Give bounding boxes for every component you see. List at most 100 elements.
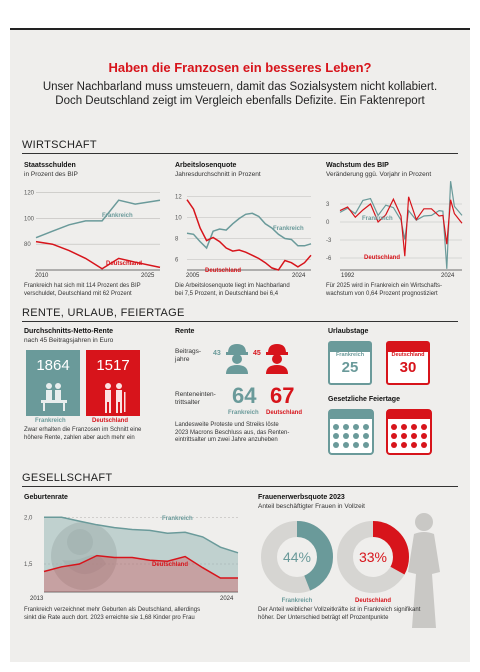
- urlaub-value-frankreich: 25: [341, 359, 359, 376]
- y-tick-label: 80: [24, 242, 31, 248]
- wachstum-line-deutschland: [339, 196, 463, 257]
- wachstum-title: Wachstum des BIP: [326, 162, 389, 169]
- eintritt-label-frankreich: Frankreich: [228, 410, 259, 416]
- wachstum-note-line-2: wachstum von 0,64 Prozent prognostiziert: [326, 290, 438, 297]
- y-tick-label: 12: [175, 195, 182, 201]
- subtitle-line-2: Doch Deutschland zeigt im Vergleich eben…: [55, 95, 425, 107]
- calendar-day-dot: [421, 433, 427, 439]
- geburten-xtick-start: 2013: [30, 596, 44, 602]
- worker-helmet-icon: [226, 344, 248, 374]
- rente-box-frankreich: 1864: [26, 350, 80, 416]
- frauen-note: Der Anteil weiblicher Vollzeitkräfte ist…: [258, 607, 420, 622]
- calendar-day-dot: [343, 433, 349, 439]
- arbeitslos-line-frankreich: [186, 212, 312, 250]
- couple-walking-icon: [105, 383, 126, 413]
- frauen-label-deutschland: Deutschland: [355, 598, 391, 604]
- arbeitslos-note-line-1: Die Arbeitslosenquote liegt im Nachbarla…: [175, 283, 290, 289]
- frauen-donuts: 44% 33% Frankreich Deutschland: [261, 521, 409, 604]
- y-tick-label: -3: [326, 238, 332, 244]
- beitrag-value-frankreich: 43: [213, 350, 221, 357]
- rente-note-line-2: höhere Rente, zahlen aber auch mehr ein: [24, 434, 135, 441]
- calendar-day-dot: [353, 433, 359, 439]
- arbeitslos-note-line-2: bei 7,5 Prozent, in Deutschland bei 6,4: [175, 290, 279, 297]
- wachstum-chart: 3 0 -3 -6 Frankreich Deutschland: [326, 181, 463, 271]
- wachstum-xtick-start: 1992: [341, 273, 355, 279]
- arbeitslos-xtick-start: 2005: [186, 273, 200, 279]
- arbeitslos-line-deutschland: [186, 199, 312, 271]
- y-tick-label: 3: [326, 202, 330, 208]
- calendar-day-dot: [411, 433, 417, 439]
- beitrag-value-deutschland: 45: [253, 350, 261, 357]
- wachstum-subtitle: Veränderung ggü. Vorjahr in Prozent: [326, 171, 432, 178]
- feiertage-calendar-deutschland: [386, 409, 432, 455]
- geburten-line-frankreich: [44, 516, 239, 554]
- urlaub-title: Urlaubstage: [328, 328, 369, 335]
- arbeitslos-label-deutschland: Deutschland: [205, 268, 241, 272]
- calendar-day-dot: [333, 442, 339, 448]
- geburten-title: Geburtenrate: [24, 494, 68, 501]
- geburten-xtick-end: 2024: [220, 596, 234, 602]
- arbeitslos-subtitle: Jahresdurchschnitt in Prozent: [175, 171, 261, 178]
- calendar-day-dot: [343, 442, 349, 448]
- geburten-area-frankreich: [44, 517, 238, 592]
- woman-silhouette-icon: [408, 513, 440, 628]
- rente-alter-title: Rente: [175, 328, 195, 335]
- beitrag-label-line-1: Beitrags-: [175, 348, 202, 355]
- calendar-day-dot: [363, 442, 369, 448]
- calendar-day-dot: [421, 424, 427, 430]
- y-tick-label: 10: [175, 216, 182, 222]
- calendar-day-dot: [401, 442, 407, 448]
- geburten-note-line-2: sinkt die Rate auch dort. 2023 erreichte…: [24, 614, 195, 621]
- wachstum-note: Für 2025 wird in Frankreich ein Wirtscha…: [326, 283, 442, 298]
- geburten-label-frankreich: Frankreich: [162, 516, 193, 522]
- geburten-note: Frankreich verzeichnet mehr Geburten als…: [24, 607, 200, 622]
- frauen-value-deutschland: 33%: [359, 549, 387, 565]
- geburten-note-line-1: Frankreich verzeichnet mehr Geburten als…: [24, 607, 201, 613]
- y-tick-label: 6: [175, 258, 179, 264]
- schulden-note-line-1: Frankreich hat sich mit 114 Prozent des …: [24, 283, 141, 289]
- rente-note: Zwar erhalten die Franzosen im Schnitt e…: [24, 427, 141, 442]
- eintritt-label-line-1: Renteneinten-: [175, 391, 216, 398]
- page-title: Haben die Franzosen ein besseres Leben?: [108, 60, 372, 75]
- geburten-chart: 2,0 1,5 Frankreich Deutschland: [24, 515, 239, 593]
- worker-helmet-icon: [266, 344, 288, 374]
- y-tick-label: 1,5: [24, 562, 33, 568]
- arbeitslos-title: Arbeitslosenquote: [175, 162, 237, 169]
- calendar-day-dot: [391, 424, 397, 430]
- rente-value-frankreich: 1864: [36, 357, 70, 374]
- beitrag-label: Beitrags- jahre: [175, 348, 201, 364]
- calendar-day-dot: [363, 433, 369, 439]
- infographic-sheet: Haben die Franzosen ein besseres Leben? …: [10, 28, 470, 662]
- section-wirtschaft: WIRTSCHAFT: [22, 139, 97, 151]
- calendar-day-dot: [363, 424, 369, 430]
- schulden-label-frankreich: Frankreich: [102, 213, 133, 219]
- arbeitslos-note: Die Arbeitslosenquote liegt im Nachbarla…: [175, 283, 290, 298]
- calendar-day-dot: [411, 424, 417, 430]
- frauen-title: Frauenerwerbsquote 2023: [258, 494, 345, 501]
- schulden-subtitle: in Prozent des BIP: [24, 171, 78, 178]
- schulden-title: Staatsschulden: [24, 162, 76, 169]
- frauen-note-line-1: Der Anteil weiblicher Vollzeitkräfte ist…: [258, 607, 421, 613]
- page-subtitle: Unser Nachbarland muss umsteuern, damit …: [10, 80, 470, 108]
- calendar-day-dot: [333, 433, 339, 439]
- schulden-xtick-end: 2025: [141, 273, 155, 279]
- frauen-value-frankreich: 44%: [283, 549, 311, 565]
- geburten-area-deutschland: [44, 555, 238, 592]
- wachstum-label-frankreich: Frankreich: [362, 216, 393, 222]
- arbeitslos-xtick-end: 2024: [292, 273, 306, 279]
- rente-value-deutschland: 1517: [96, 357, 130, 374]
- section-gesellschaft: GESELLSCHAFT: [22, 472, 113, 484]
- calendar-day-dot: [353, 442, 359, 448]
- calendar-day-dot: [391, 442, 397, 448]
- feiertage-dots-deutschland: [391, 424, 427, 448]
- rente-alter-note: Landesweite Proteste und Streiks löste 2…: [175, 422, 289, 445]
- calendar-day-dot: [333, 424, 339, 430]
- section-rule: [22, 321, 458, 322]
- frauen-label-frankreich: Frankreich: [282, 598, 313, 604]
- schulden-line-frankreich: [35, 199, 161, 239]
- y-tick-label: 2,0: [24, 515, 33, 521]
- wachstum-label-deutschland: Deutschland: [364, 255, 400, 261]
- calendar-day-dot: [411, 442, 417, 448]
- rente-label-deutschland: Deutschland: [92, 418, 129, 424]
- eintritt-label: Renteneinten- trittsalter: [175, 391, 216, 407]
